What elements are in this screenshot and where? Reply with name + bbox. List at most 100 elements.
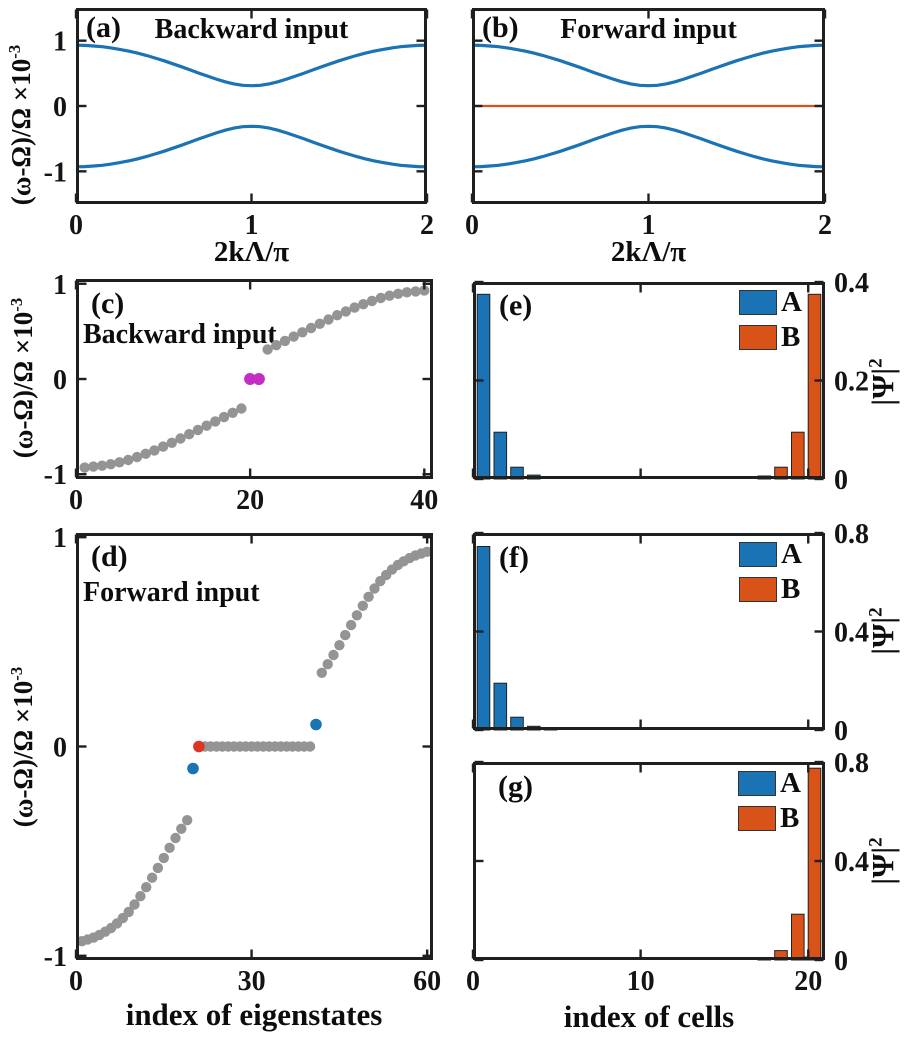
x-axis-label-eigenstates: index of eigenstates — [125, 997, 383, 1032]
y-tick-label: 0.4 — [834, 847, 869, 878]
series-upper-band — [75, 43, 428, 88]
bar-b-cell-20 — [807, 293, 822, 480]
points-gap-states — [187, 718, 322, 775]
y-axis-label-base: |Ψ| — [865, 846, 900, 885]
legend-label-b: B — [781, 573, 801, 605]
points-bulk-band-lower — [76, 815, 193, 947]
x-axis-label-cells: index of cells — [563, 999, 735, 1034]
x-tick-label: 0 — [465, 210, 479, 241]
y-tick-label: 1 — [53, 523, 67, 554]
legend-entry-b: B — [738, 802, 801, 834]
chart-panel-e: 0 0.2 0.4 — [471, 268, 869, 496]
y-tick-label: -1 — [44, 942, 67, 973]
panel-label-c: (c) — [91, 287, 125, 320]
x-tick-label: 30 — [238, 966, 266, 997]
points-bulk-band-upper — [316, 546, 433, 678]
y-axis-label-frequency-c: (ω-Ω)/Ω ×10-3 — [7, 253, 41, 503]
x-tick-label: 10 — [627, 966, 655, 997]
y-axis-label-exponent: 2 — [865, 837, 887, 847]
bar-b-cell-19 — [791, 913, 805, 961]
legend-entry-b: B — [739, 573, 802, 605]
chart-panel-d: 0 30 60-101 — [44, 523, 441, 997]
legend-swatch-b — [738, 806, 776, 831]
chart-panel-g: 0 10 20 0 0.4 0.8 — [466, 748, 869, 997]
y-tick-label: 0.8 — [834, 519, 869, 550]
y-tick-label: -1 — [44, 460, 67, 491]
y-axis-label-base: |Ψ| — [865, 367, 900, 406]
y-tick-label: 0 — [53, 365, 67, 396]
axes-border — [473, 533, 825, 730]
bar-a-cell-2 — [493, 682, 508, 731]
x-axis-label-momentum-b: 2kΛ/π — [610, 236, 687, 268]
series-a — [476, 293, 541, 480]
y-tick-label: 0 — [53, 733, 67, 764]
points-flat-zero-band — [199, 741, 316, 752]
chart-panel-b: 0 1 2 — [465, 8, 832, 241]
legend-label-b: B — [780, 802, 800, 834]
x-tick-label: 2 — [818, 210, 832, 241]
x-tick-label: 1 — [245, 210, 259, 241]
y-axis-label-psi-g: |Ψ|2 — [865, 811, 903, 911]
chart-panel-f: 0 0.4 0.8 — [471, 519, 869, 747]
legend-e: A B — [739, 286, 802, 353]
y-tick-label: 0.4 — [834, 268, 869, 299]
legend-swatch-a — [739, 290, 777, 315]
series-b — [757, 293, 822, 480]
y-axis-label-frequency-d: (ω-Ω)/Ω ×10-3 — [7, 582, 41, 912]
y-axis-label-psi-e: |Ψ|2 — [865, 332, 903, 432]
y-tick-label: 0.2 — [834, 367, 869, 398]
legend-g: A B — [738, 767, 801, 834]
legend-label-a: A — [780, 767, 801, 799]
axes-border — [473, 762, 825, 960]
y-axis-label-psi-f: |Ψ|2 — [865, 581, 903, 681]
series-lower-band — [75, 124, 428, 169]
legend-label-a: A — [781, 538, 802, 570]
y-tick-label: 1 — [53, 27, 67, 58]
x-tick-label: 20 — [794, 966, 822, 997]
y-tick-label: 0 — [834, 465, 848, 496]
legend-label-b: B — [781, 321, 801, 353]
series-a — [476, 546, 558, 731]
x-axis-label-momentum-a: 2kΛ/π — [213, 236, 290, 268]
series-lower-band — [471, 124, 826, 169]
legend-f: A B — [739, 538, 802, 605]
legend-swatch-a — [738, 771, 776, 796]
x-tick-label: 40 — [410, 485, 438, 516]
y-tick-label: 0 — [53, 92, 67, 123]
points-interface-state — [193, 740, 205, 753]
y-axis-label-base: (ω-Ω)/Ω ×10 — [8, 680, 38, 828]
x-tick-label: 60 — [413, 966, 441, 997]
points-bulk-band-lower — [79, 403, 247, 473]
y-axis-label-base: (ω-Ω)/Ω ×10 — [6, 58, 36, 206]
y-axis-label-base: (ω-Ω)/Ω ×10 — [8, 311, 38, 459]
panel-title-forward-spectrum: Forward input — [83, 577, 260, 608]
x-tick-label: 0 — [69, 485, 83, 516]
x-tick-label: 0 — [466, 966, 480, 997]
legend-entry-a: A — [739, 538, 802, 570]
panel-label-g: (g) — [498, 770, 533, 803]
panel-label-f: (f) — [499, 541, 529, 574]
y-axis-label-exponent: 2 — [865, 607, 887, 617]
bar-a-cell-2 — [493, 431, 508, 480]
bar-a-cell-1 — [476, 293, 491, 480]
bar-a-cell-1 — [476, 546, 491, 731]
y-axis-label-exponent: -3 — [7, 297, 26, 312]
x-tick-label: 0 — [69, 210, 83, 241]
y-tick-label: 0.8 — [834, 748, 869, 779]
legend-swatch-b — [739, 325, 777, 350]
points-bulk-band-upper — [262, 285, 430, 355]
y-tick-label: 1 — [53, 270, 67, 301]
panel-label-a: (a) — [86, 11, 121, 44]
series-upper-band — [471, 43, 826, 88]
panel-title-backward-bands: Backward input — [154, 14, 349, 45]
legend-entry-a: A — [739, 286, 802, 318]
axes-border — [76, 8, 427, 204]
y-axis-label-exponent: -3 — [7, 666, 26, 681]
y-axis-label-frequency-a: (ω-Ω)/Ω ×10-3 — [5, 0, 39, 255]
y-axis-label-exponent: -3 — [5, 44, 24, 59]
series-b — [757, 767, 822, 961]
legend-label-a: A — [781, 286, 802, 318]
bar-b-cell-19 — [791, 431, 805, 480]
chart-panel-a: 0 1 2-101 — [44, 8, 434, 241]
